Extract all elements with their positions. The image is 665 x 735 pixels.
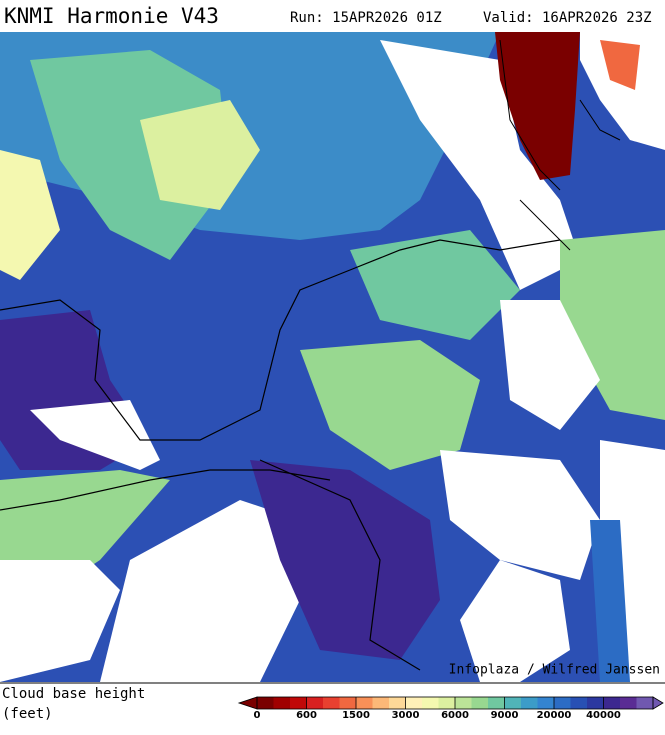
credit: Infoplaza / Wilfred Janssen bbox=[449, 663, 660, 678]
colorbar-arrow-left bbox=[237, 696, 258, 710]
colorbar-arrow-right bbox=[652, 696, 664, 710]
colorbar-segment bbox=[570, 697, 588, 709]
colorbar-tick-label: 3000 bbox=[392, 710, 420, 721]
colorbar-segment bbox=[537, 697, 555, 709]
colorbar-segment bbox=[257, 697, 274, 709]
colorbar-segment bbox=[290, 697, 307, 709]
legend-label: Cloud base height bbox=[2, 686, 145, 702]
colorbar-segment bbox=[471, 697, 489, 709]
colorbar-segment bbox=[636, 697, 654, 709]
colorbar-segment bbox=[422, 697, 439, 709]
colorbar-segment bbox=[521, 697, 538, 709]
colorbar-segment bbox=[356, 697, 373, 709]
colorbar-segment bbox=[405, 697, 423, 709]
title: KNMI Harmonie V43 bbox=[4, 4, 219, 28]
colorbar-segment bbox=[306, 697, 324, 709]
colorbar-segment bbox=[323, 697, 340, 709]
colorbar-segment bbox=[273, 697, 291, 709]
colorbar-segment bbox=[339, 697, 357, 709]
colorbar-tick-label: 0 bbox=[254, 710, 261, 721]
colorbar-segment bbox=[603, 697, 621, 709]
colorbar-tick-label: 9000 bbox=[491, 710, 519, 721]
map: Infoplaza / Wilfred Janssen bbox=[0, 32, 665, 682]
valid-time: Valid: 16APR2026 23Z bbox=[483, 10, 652, 26]
colorbar-tick-label: 40000 bbox=[586, 710, 621, 721]
colorbar-segment bbox=[488, 697, 505, 709]
colorbar-segment bbox=[389, 697, 406, 709]
colorbar-tick-label: 1500 bbox=[342, 710, 370, 721]
colorbar-segment bbox=[554, 697, 571, 709]
colorbar-segment bbox=[438, 697, 456, 709]
colorbar-segment bbox=[372, 697, 390, 709]
colorbar-segment bbox=[620, 697, 637, 709]
legend-unit: (feet) bbox=[2, 706, 53, 722]
colorbar-tick-label: 600 bbox=[296, 710, 317, 721]
colorbar-tick-label: 6000 bbox=[441, 710, 469, 721]
colorbar-tick-label: 20000 bbox=[537, 710, 572, 721]
run-time: Run: 15APR2026 01Z bbox=[290, 10, 442, 26]
colorbar-segment bbox=[587, 697, 604, 709]
colorbar-segment bbox=[504, 697, 522, 709]
colorbar-segment bbox=[455, 697, 472, 709]
